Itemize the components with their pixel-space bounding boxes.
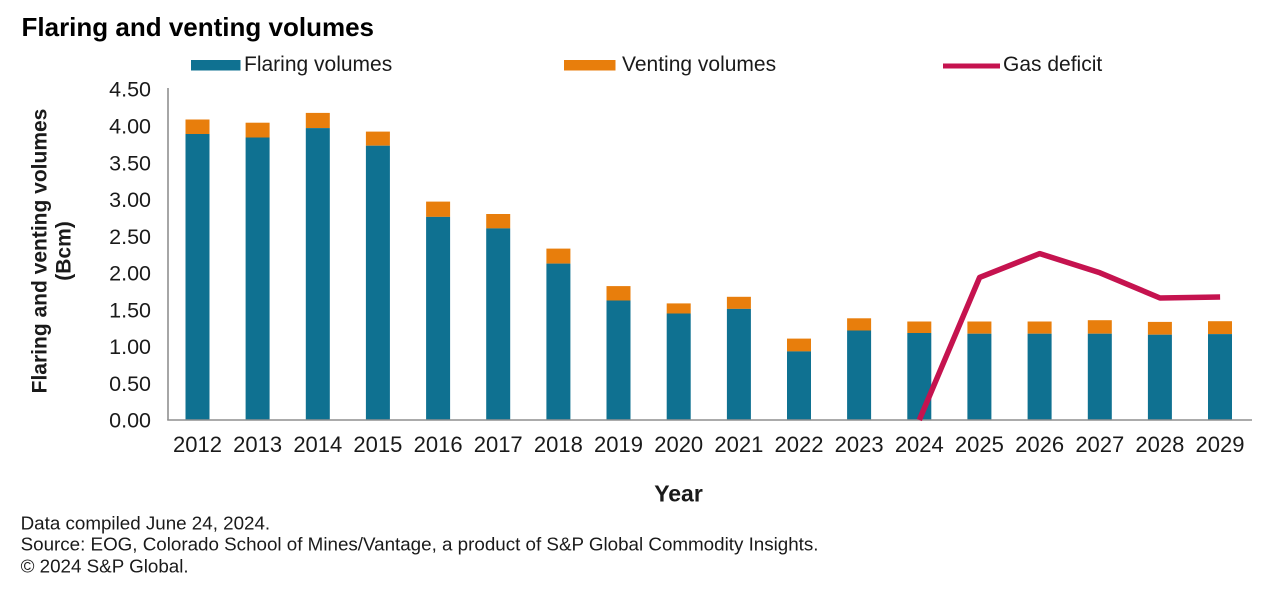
svg-text:3.50: 3.50 (109, 151, 151, 175)
svg-text:2015: 2015 (353, 432, 402, 457)
svg-text:2028: 2028 (1135, 432, 1184, 457)
svg-text:2017: 2017 (474, 432, 523, 457)
svg-text:Venting volumes: Venting volumes (622, 53, 776, 76)
svg-text:2019: 2019 (594, 432, 643, 457)
svg-text:2025: 2025 (955, 432, 1004, 457)
svg-text:Gas deficit: Gas deficit (1003, 53, 1102, 76)
svg-text:2020: 2020 (654, 432, 703, 457)
svg-text:Flaring volumes: Flaring volumes (244, 53, 392, 76)
svg-text:2018: 2018 (534, 432, 583, 457)
svg-text:2012: 2012 (173, 432, 222, 457)
svg-text:© 2024 S&P Global.: © 2024 S&P Global. (21, 556, 189, 577)
svg-text:2.50: 2.50 (109, 225, 151, 249)
svg-text:0.00: 0.00 (109, 409, 151, 433)
svg-text:1.00: 1.00 (109, 335, 151, 359)
svg-text:2021: 2021 (714, 432, 763, 457)
svg-text:Data compiled June 24, 2024.: Data compiled June 24, 2024. (21, 512, 271, 533)
svg-text:2027: 2027 (1075, 432, 1124, 457)
svg-text:2026: 2026 (1015, 432, 1064, 457)
svg-text:3.00: 3.00 (109, 188, 151, 212)
svg-text:1.50: 1.50 (109, 298, 151, 322)
svg-text:2024: 2024 (895, 432, 944, 457)
svg-text:Flaring and venting volumes: Flaring and venting volumes (29, 109, 52, 394)
svg-text:4.50: 4.50 (109, 78, 151, 102)
svg-text:2013: 2013 (233, 432, 282, 457)
svg-text:2023: 2023 (835, 432, 884, 457)
svg-text:2014: 2014 (293, 432, 342, 457)
svg-text:2029: 2029 (1196, 432, 1245, 457)
svg-text:2016: 2016 (414, 432, 463, 457)
svg-text:Year: Year (654, 481, 703, 507)
svg-text:4.00: 4.00 (109, 115, 151, 139)
svg-text:2.00: 2.00 (109, 262, 151, 286)
svg-text:Flaring and venting volumes: Flaring and venting volumes (22, 12, 375, 42)
svg-text:2022: 2022 (775, 432, 824, 457)
svg-text:Source: EOG, Colorado School o: Source: EOG, Colorado School of Mines/Va… (21, 534, 819, 555)
svg-text:0.50: 0.50 (109, 372, 151, 396)
svg-text:(Bcm): (Bcm) (53, 221, 76, 281)
